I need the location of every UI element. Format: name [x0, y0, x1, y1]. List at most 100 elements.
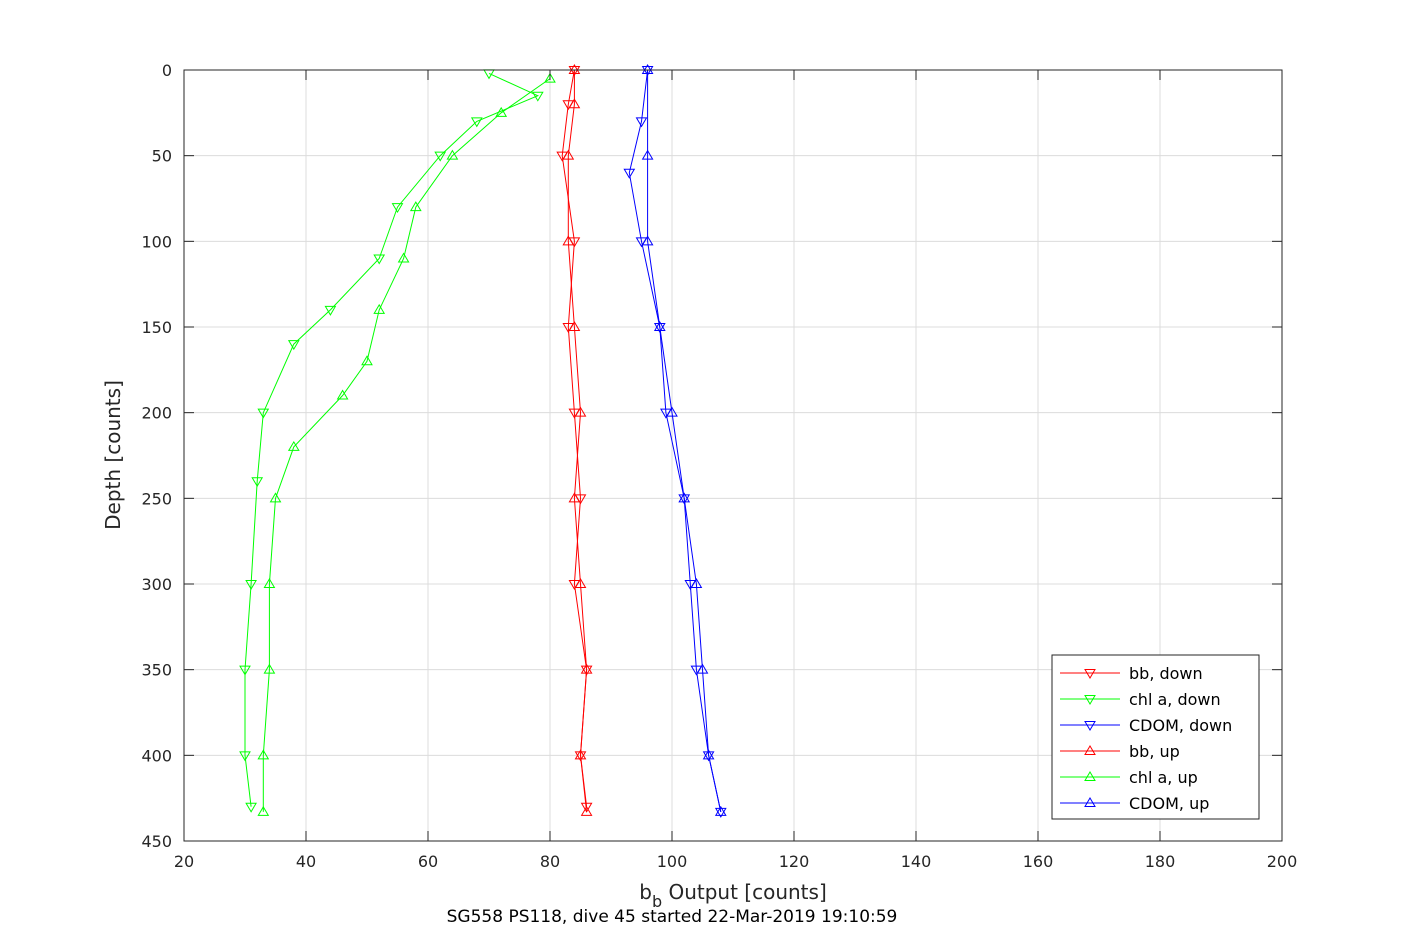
data-point — [251, 477, 264, 488]
data-point — [245, 580, 257, 590]
data-point — [361, 355, 373, 366]
data-point — [580, 802, 593, 813]
y-tick-label: 100 — [141, 232, 172, 251]
data-point — [714, 807, 727, 818]
data-point — [257, 805, 270, 816]
x-axis: 20 40 60 80 100 120 140 160 180 200 — [174, 70, 1297, 871]
series-line — [628, 69, 722, 813]
data-point — [531, 91, 544, 102]
x-axis-label-subscript: b — [652, 892, 662, 911]
data-point — [568, 98, 581, 109]
data-point — [580, 663, 593, 674]
legend-entry: chl a, up — [1060, 768, 1198, 787]
data-point — [690, 578, 703, 588]
data-point — [257, 408, 270, 419]
data-point — [397, 252, 410, 263]
legend-box — [1051, 654, 1260, 820]
legend-marker — [1084, 797, 1096, 807]
legend-marker — [1084, 721, 1096, 731]
legend-entry: CDOM, down — [1060, 716, 1232, 735]
x-axis-label-rest: Output [counts] — [662, 880, 827, 904]
series-line — [647, 70, 722, 813]
data-point — [574, 749, 587, 760]
legend-marker — [1084, 771, 1096, 781]
y-tick-label: 300 — [141, 575, 172, 594]
data-point — [714, 805, 727, 816]
series-1 — [239, 69, 544, 813]
data-point — [568, 64, 581, 74]
legend-label: bb, up — [1129, 742, 1180, 761]
data-point — [239, 751, 251, 762]
data-point — [580, 805, 593, 816]
x-tick-label: 20 — [174, 852, 194, 871]
data-point — [666, 406, 678, 417]
y-tick-label: 0 — [162, 61, 172, 80]
data-point — [568, 321, 581, 331]
data-point — [702, 749, 715, 760]
legend-marker — [1084, 745, 1096, 755]
data-point — [263, 663, 276, 674]
legend-entry: CDOM, up — [1060, 794, 1209, 813]
data-point — [641, 66, 654, 76]
legend-label: bb, down — [1129, 664, 1203, 683]
data-point — [696, 663, 709, 674]
y-tick-label: 250 — [141, 489, 172, 508]
data-point — [336, 389, 349, 400]
data-point — [446, 149, 459, 160]
data-point — [678, 492, 691, 503]
data-point — [641, 235, 654, 246]
data-point — [269, 492, 282, 503]
data-point — [263, 578, 276, 588]
x-axis-label: bb Output [counts] — [639, 880, 827, 911]
data-point — [409, 201, 422, 212]
y-axis: 0 50 100 150 200 250 300 350 400 450 — [141, 61, 1282, 851]
series-line — [262, 78, 551, 812]
data-point — [641, 64, 654, 74]
x-tick-label: 180 — [1145, 852, 1176, 871]
y-tick-label: 150 — [141, 318, 172, 337]
legend: bb, down chl a, down CDOM, down bb, up chl a… — [1051, 654, 1260, 820]
series-line — [567, 70, 588, 812]
data-point — [653, 321, 666, 331]
data-point — [287, 440, 300, 451]
data-point — [239, 665, 251, 676]
legend-entry: chl a, down — [1060, 690, 1221, 709]
y-tick-label: 400 — [141, 746, 172, 765]
data-point — [470, 117, 483, 128]
x-tick-label: 160 — [1023, 852, 1054, 871]
data-point — [574, 578, 587, 588]
y-tick-label: 200 — [141, 404, 172, 423]
series-5 — [641, 64, 727, 816]
data-point — [562, 235, 575, 246]
data-point — [434, 151, 447, 162]
data-point — [562, 149, 575, 160]
data-point — [257, 749, 270, 760]
x-tick-label: 100 — [657, 852, 688, 871]
data-point — [391, 203, 404, 214]
y-tick-label: 50 — [152, 147, 172, 166]
data-point — [568, 492, 581, 503]
data-point — [641, 149, 654, 160]
data-point — [324, 305, 337, 316]
x-tick-label: 200 — [1267, 852, 1298, 871]
y-tick-label: 350 — [141, 661, 172, 680]
caption: SG558 PS118, dive 45 started 22-Mar-2019… — [447, 907, 898, 927]
data-point — [568, 66, 581, 76]
data-point — [544, 72, 556, 83]
series-line — [244, 72, 540, 807]
legend-label: chl a, up — [1129, 768, 1198, 787]
data-point — [287, 340, 300, 351]
legend-label: CDOM, down — [1129, 716, 1232, 735]
data-point — [623, 168, 636, 179]
x-tick-label: 60 — [418, 852, 438, 871]
x-tick-label: 80 — [540, 852, 560, 871]
data-point — [373, 303, 386, 314]
data-point — [245, 802, 257, 813]
legend-label: CDOM, up — [1129, 794, 1209, 813]
x-tick-label: 140 — [901, 852, 932, 871]
series-4 — [257, 72, 556, 816]
data-point — [373, 254, 386, 265]
data-point — [495, 106, 508, 117]
x-tick-label: 40 — [296, 852, 316, 871]
